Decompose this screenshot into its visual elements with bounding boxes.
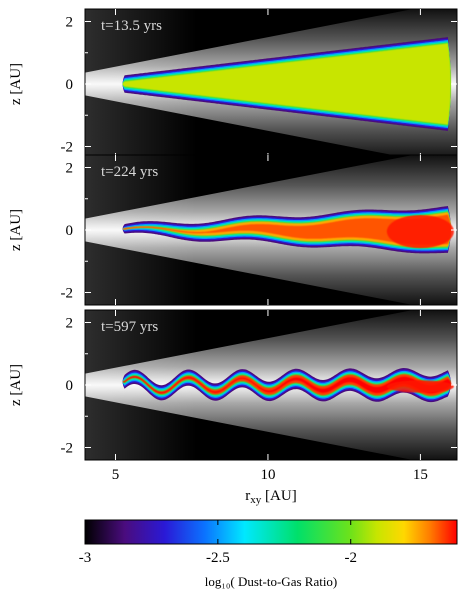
dust-layer — [122, 37, 451, 131]
colorbar-tick-label: -3 — [79, 550, 92, 566]
y-axis-label: z [AU] — [8, 63, 24, 105]
y-tick-label: -2 — [61, 286, 74, 302]
panel-3: -2 0 2 z [AU] t=597 yrs — [8, 309, 458, 461]
time-label: t=13.5 yrs — [101, 18, 162, 34]
time-label: t=597 yrs — [101, 319, 158, 335]
time-label: t=224 yrs — [101, 164, 158, 180]
y-axis-label: z [AU] — [8, 209, 24, 251]
y-tick-label: 2 — [66, 15, 74, 31]
colorbar-label: log₁₀( Dust-to-Gas Ratio) — [205, 574, 338, 589]
x-axis: 5 10 15 rxy [AU] — [112, 467, 428, 506]
colorbar: -3 -2.5 -2 log₁₀( Dust-to-Gas Ratio) — [79, 519, 458, 589]
y-tick-label: 0 — [66, 378, 74, 394]
x-axis-label: rxy [AU] — [245, 488, 296, 506]
x-tick-label: 5 — [112, 467, 120, 483]
y-tick-label: 0 — [66, 223, 74, 239]
y-tick-label: 0 — [66, 77, 74, 93]
colorbar-tick-label: -2.5 — [206, 550, 230, 566]
y-tick-label: -2 — [61, 140, 74, 156]
x-tick-label: 10 — [260, 467, 275, 483]
y-tick-label: 2 — [66, 316, 74, 332]
panel-1: -2 0 2 z [AU] t=13.5 yrs — [8, 8, 458, 160]
panel-2: -2 0 2 z [AU] t=224 yrs — [8, 154, 458, 306]
dust-layer — [122, 368, 454, 403]
y-tick-label: -2 — [61, 441, 74, 457]
colorbar-bar — [84, 519, 458, 545]
x-tick-label: 15 — [413, 467, 428, 483]
y-tick-label: 2 — [66, 161, 74, 177]
dust-layer — [122, 206, 454, 254]
y-axis-label: z [AU] — [8, 364, 24, 406]
colorbar-tick-label: -2 — [344, 550, 357, 566]
